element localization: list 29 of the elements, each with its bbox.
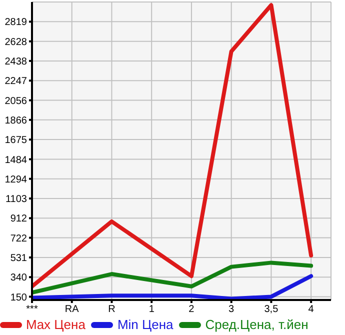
x-tick-label: *** xyxy=(26,304,38,316)
y-tick-label: 1103 xyxy=(5,194,28,206)
y-tick-label: 2438 xyxy=(4,56,28,68)
x-tick-label: RA xyxy=(64,304,80,316)
y-tick-label: 2056 xyxy=(4,96,28,107)
x-tick-label: R xyxy=(108,304,116,316)
legend-label: Сред.Цена, т.йен xyxy=(204,317,308,332)
y-tick-label: 340 xyxy=(10,272,28,284)
y-tick-label: 912 xyxy=(10,214,28,225)
x-tick-label: 3 xyxy=(228,304,235,316)
y-tick-label: 2819 xyxy=(4,17,28,28)
x-tick-label: 2 xyxy=(188,304,195,316)
y-tick-label: 1294 xyxy=(4,174,28,186)
x-tick-label: 1 xyxy=(148,304,155,316)
y-tick-label: 1866 xyxy=(4,115,28,126)
y-tick-label: 150 xyxy=(10,292,28,304)
x-tick-label: 3,5 xyxy=(264,304,279,316)
y-tick-label: 2247 xyxy=(4,76,28,88)
y-tick-label: 531 xyxy=(10,252,28,264)
y-tick-label: 1484 xyxy=(4,154,28,166)
legend-label: Min Цена xyxy=(116,317,174,332)
x-tick-label: 4 xyxy=(308,304,314,316)
y-tick-label: 2628 xyxy=(4,36,28,48)
line-series xyxy=(32,3,314,288)
line-series xyxy=(32,260,314,295)
legend-label: Max Цена xyxy=(25,317,86,332)
y-tick-label: 722 xyxy=(10,233,28,244)
y-tick-label: 1675 xyxy=(4,135,28,146)
line-series xyxy=(32,274,314,300)
